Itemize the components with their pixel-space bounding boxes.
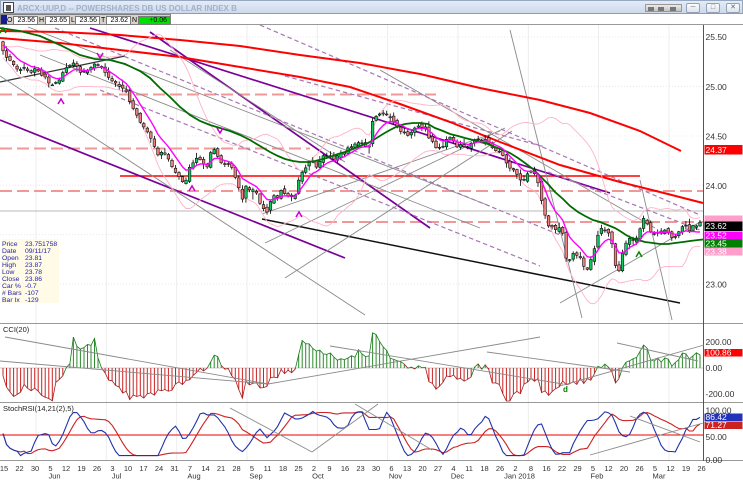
svg-text:19: 19 [682,464,690,473]
svg-text:Nov: Nov [389,472,403,481]
svg-text:d: d [563,385,568,394]
svg-text:3: 3 [110,464,114,473]
svg-text:11: 11 [465,464,473,473]
svg-text:4: 4 [451,464,455,473]
svg-text:8: 8 [529,464,533,473]
svg-text:7: 7 [188,464,192,473]
svg-text:Car %: Car % [2,283,21,290]
svg-text:50.00: 50.00 [706,432,728,442]
svg-text:12: 12 [666,464,674,473]
svg-text:14: 14 [201,464,209,473]
svg-text:20: 20 [418,464,426,473]
svg-text:-200.00: -200.00 [706,389,735,399]
svg-text:-129: -129 [25,297,39,304]
svg-text:Date: Date [2,248,17,255]
svg-text:23.81: 23.81 [25,255,42,262]
svg-text:16: 16 [542,464,550,473]
svg-text:22: 22 [15,464,23,473]
svg-text:31: 31 [170,464,178,473]
svg-text:15: 15 [0,464,8,473]
svg-text:13: 13 [403,464,411,473]
svg-text:26: 26 [93,464,101,473]
svg-text:2: 2 [312,464,316,473]
svg-text:71.27: 71.27 [706,420,728,430]
svg-text:5: 5 [250,464,254,473]
svg-text:12: 12 [62,464,70,473]
svg-text:200.00: 200.00 [706,337,732,347]
svg-text:-107: -107 [25,290,39,297]
svg-text:30: 30 [372,464,380,473]
svg-text:16: 16 [341,464,349,473]
svg-text:86.42: 86.42 [706,412,728,422]
svg-text:28: 28 [232,464,240,473]
svg-text:5: 5 [591,464,595,473]
svg-text:Low: Low [2,269,15,276]
svg-text:10: 10 [124,464,132,473]
svg-text:24.37: 24.37 [706,145,728,155]
svg-text:23.86: 23.86 [25,276,42,283]
svg-text:CCI(20): CCI(20) [3,325,30,334]
svg-text:09/11/17: 09/11/17 [25,248,51,255]
svg-text:100.86: 100.86 [706,348,732,358]
svg-text:Jun: Jun [48,472,60,481]
svg-text:9: 9 [327,464,331,473]
svg-text:23.62: 23.62 [706,221,728,231]
svg-text:23.00: 23.00 [706,280,728,290]
svg-text:25.50: 25.50 [706,32,728,42]
svg-text:20: 20 [620,464,628,473]
svg-text:27: 27 [434,464,442,473]
svg-text:Price: Price [2,241,18,248]
svg-text:24: 24 [155,464,163,473]
svg-text:30: 30 [31,464,39,473]
svg-text:Bar Ix: Bar Ix [2,297,20,304]
svg-text:26: 26 [697,464,705,473]
svg-text:25.00: 25.00 [706,82,728,92]
svg-text:26: 26 [496,464,504,473]
svg-text:Sep: Sep [249,472,262,481]
svg-text:18: 18 [480,464,488,473]
svg-text:0.00: 0.00 [706,363,723,373]
svg-text:0.00: 0.00 [706,455,723,465]
svg-text:24.00: 24.00 [706,181,728,191]
svg-text:11: 11 [264,464,272,473]
svg-text:Dec: Dec [451,472,465,481]
svg-text:Close: Close [2,276,20,283]
svg-text:19: 19 [77,464,85,473]
svg-text:Jan 2018: Jan 2018 [504,472,535,481]
svg-text:21: 21 [217,464,225,473]
svg-text:5: 5 [653,464,657,473]
svg-text:23.38: 23.38 [706,247,728,257]
svg-text:Mar: Mar [653,472,666,481]
svg-text:23.751758: 23.751758 [25,241,57,248]
svg-text:-0.7: -0.7 [25,283,37,290]
svg-text:24.50: 24.50 [706,132,728,142]
svg-text:100.00: 100.00 [706,406,732,416]
svg-text:23.45: 23.45 [706,239,728,249]
svg-text:25: 25 [294,464,302,473]
svg-text:Feb: Feb [591,472,604,481]
svg-text:26: 26 [635,464,643,473]
svg-text:Open: Open [2,255,19,262]
svg-text:22: 22 [558,464,566,473]
svg-text:23.87: 23.87 [25,262,42,269]
svg-text:StochRSI(14,21(2),5): StochRSI(14,21(2),5) [3,404,74,413]
svg-text:12: 12 [604,464,612,473]
svg-text:Aug: Aug [187,472,200,481]
svg-text:Oct: Oct [312,472,325,481]
svg-text:Jul: Jul [112,472,122,481]
svg-text:6: 6 [389,464,393,473]
svg-text:23: 23 [356,464,364,473]
svg-text:23.78: 23.78 [25,269,42,276]
svg-text:# Bars: # Bars [2,290,22,297]
svg-text:23.52: 23.52 [706,231,728,241]
svg-text:29: 29 [573,464,581,473]
svg-text:High: High [2,262,16,269]
svg-text:18: 18 [279,464,287,473]
svg-text:2: 2 [513,464,517,473]
svg-text:5: 5 [48,464,52,473]
svg-text:17: 17 [139,464,147,473]
